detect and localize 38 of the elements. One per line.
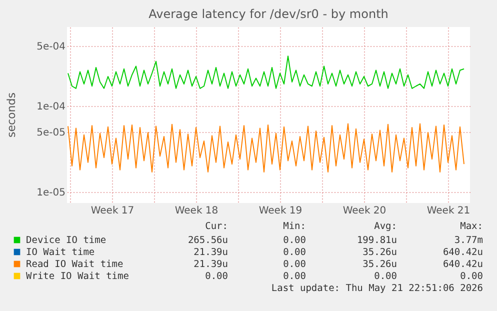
legend-label: Write IO Wait time — [26, 271, 130, 282]
legend-label: Read IO Wait time — [26, 259, 124, 270]
x-tick-label: Week 21 — [426, 206, 470, 216]
text: 21.39u — [194, 259, 228, 270]
y-tick-label: 5e-05 — [36, 127, 66, 138]
text: 0.00 — [460, 271, 484, 282]
text: 35.26u — [362, 247, 397, 258]
text: 640.42u — [442, 259, 483, 270]
text: Cur: — [205, 221, 228, 232]
line-series — [68, 123, 464, 172]
y-tick-label: 1e-04 — [36, 101, 66, 112]
text: 35.26u — [362, 259, 397, 270]
x-tick-label: Week 19 — [258, 206, 302, 216]
text: 199.81u — [356, 235, 397, 246]
text: 3.77m — [454, 235, 484, 246]
text: 0.00 — [205, 271, 228, 282]
legend-label: IO Wait time — [26, 247, 95, 258]
legend-label: Device IO time — [26, 235, 106, 246]
y-axis-title: seconds — [5, 92, 18, 138]
y-tick-label: 5e-04 — [36, 41, 66, 52]
text: 0.00 — [283, 247, 306, 258]
text: 640.42u — [442, 247, 483, 258]
line-series — [68, 56, 464, 89]
text: 0.00 — [283, 271, 306, 282]
chart-title: Average latency for /dev/sr0 - by month — [148, 7, 388, 21]
text: 0.00 — [283, 235, 306, 246]
y-tick-label: 1e-05 — [36, 187, 66, 198]
text: 0.00 — [283, 259, 306, 270]
text: Min: — [283, 221, 306, 232]
text: 265.56u — [188, 235, 228, 246]
text: Last update: Thu May 21 22:51:06 2026 — [271, 283, 484, 294]
text: Max: — [460, 221, 483, 232]
x-tick-label: Week 18 — [174, 206, 218, 216]
text: 21.39u — [194, 247, 228, 258]
text: 0.00 — [374, 271, 398, 282]
x-tick-label: Week 20 — [342, 206, 386, 216]
text: Avg: — [374, 221, 397, 232]
x-tick-label: Week 17 — [90, 206, 134, 216]
